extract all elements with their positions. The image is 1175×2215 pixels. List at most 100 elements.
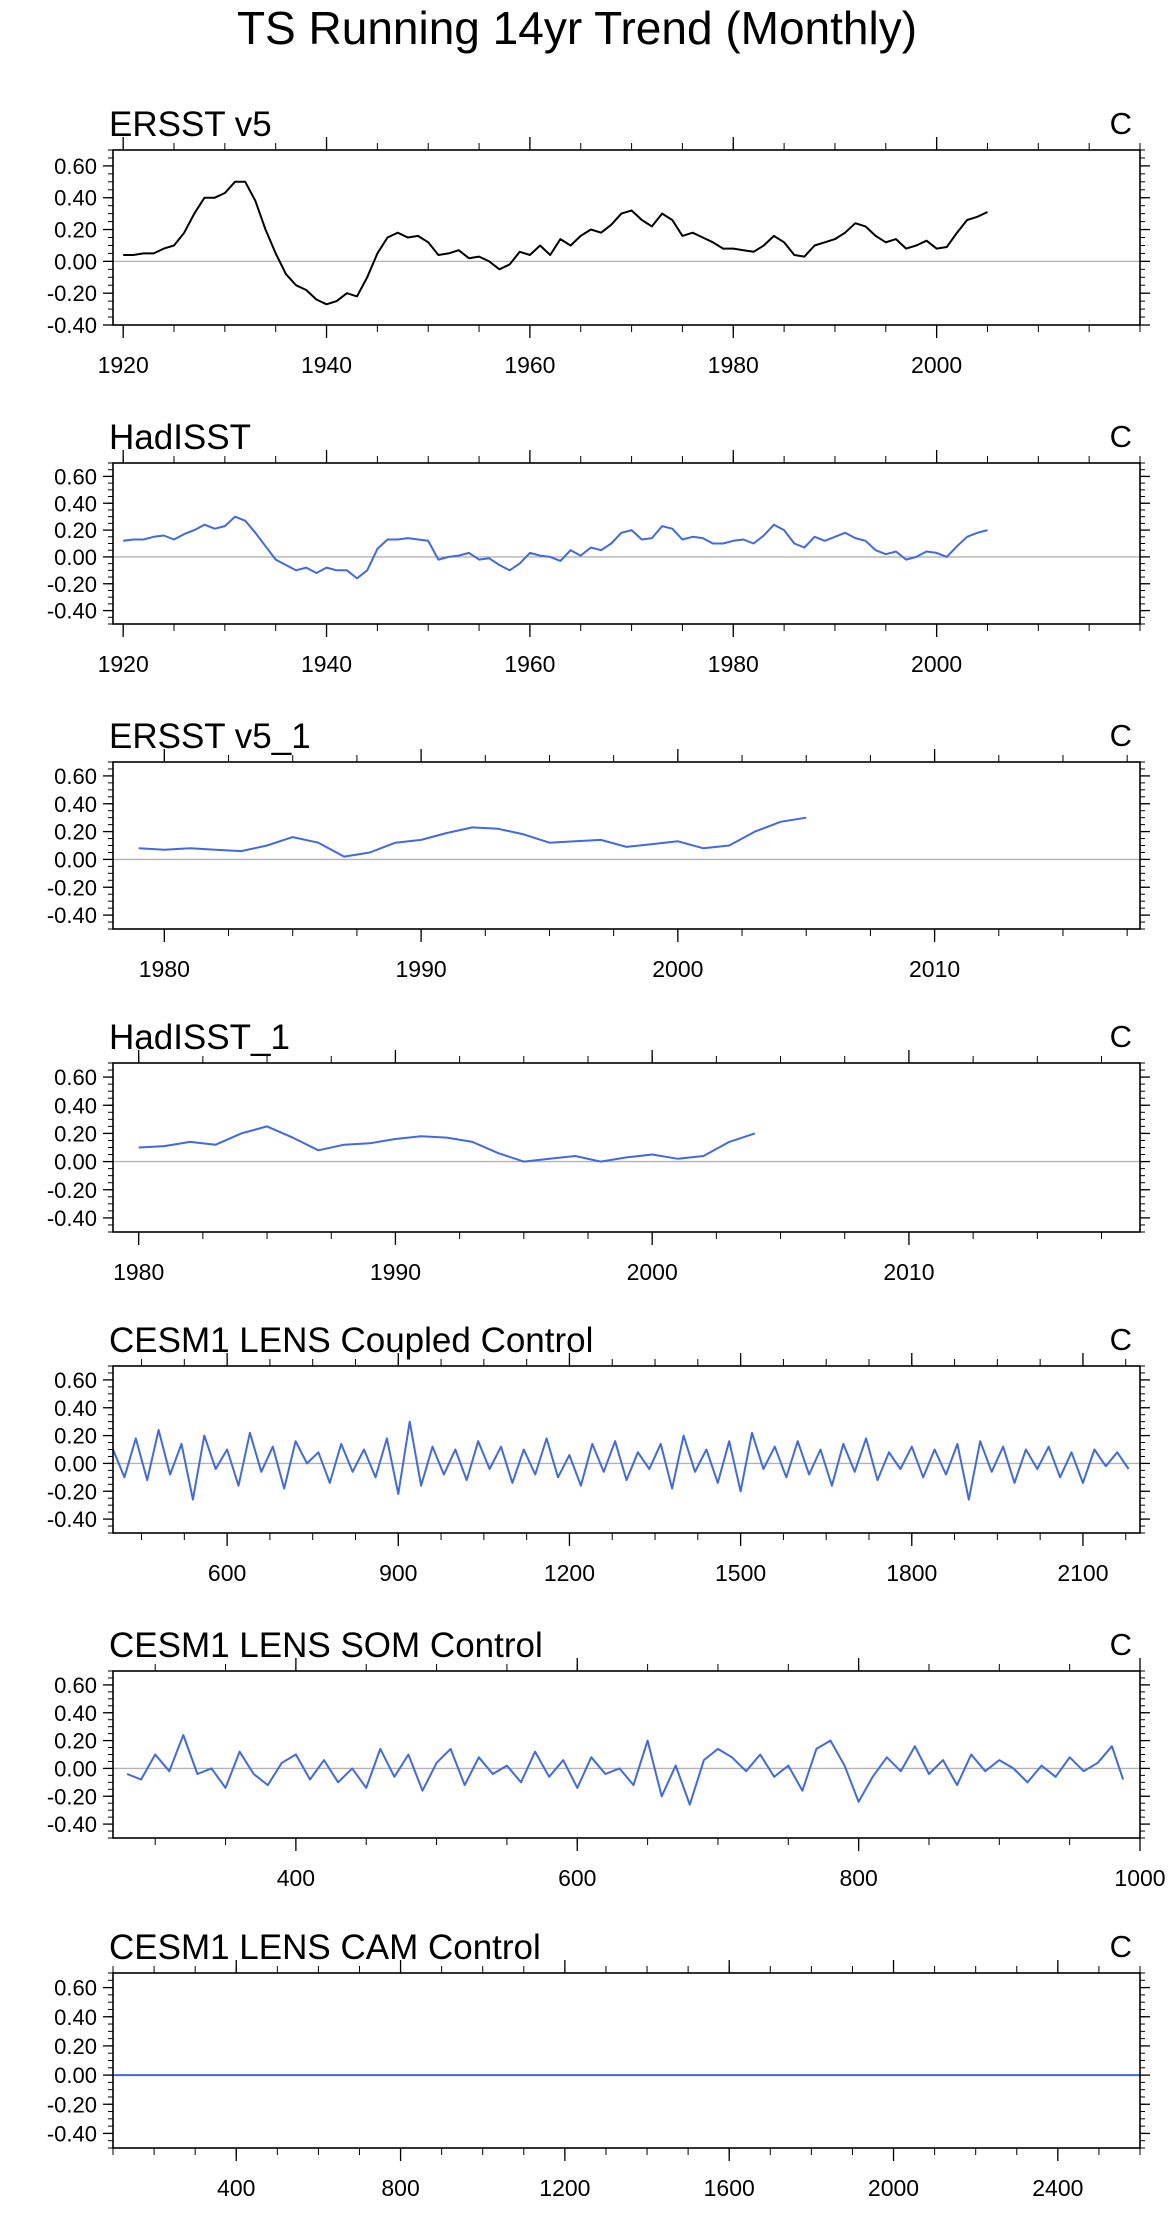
chart-panel: CESM1 LENS SOM Control C -0.40 -0.20 0.000.2… — [47, 1626, 1166, 1891]
y-tick-label: 0.60 — [54, 1368, 97, 1393]
chart-panel: ERSST v5_1 C -0.40 -0.20 0.000.20 0.40 0.60 198… — [47, 717, 1150, 982]
y-tick-label: 0.20 — [54, 1729, 97, 1754]
chart-panel: CESM1 LENS Coupled Control C -0.40 -0.20 0.0… — [47, 1321, 1150, 1586]
y-tick-label: 0.60 — [54, 154, 97, 179]
chart-panel: HadISST_1 C -0.40 -0.20 0.00 0.20 0.40 0.60 1980… — [47, 1018, 1150, 1285]
y-tick-label: -0.20 — [47, 1784, 97, 1809]
y-tick-label: 0.40 — [54, 1396, 97, 1421]
series-line — [126, 1734, 1125, 1806]
panel-units: C — [1110, 1019, 1132, 1054]
x-tick-label: 800 — [381, 2175, 419, 2201]
x-tick-label: 1800 — [886, 1560, 937, 1586]
y-tick-label: 0.00 — [54, 1756, 97, 1781]
x-tick-label: 2000 — [652, 956, 703, 982]
x-tick-label: 1500 — [715, 1560, 766, 1586]
y-tick-label: 0.20 — [54, 518, 97, 543]
x-tick-label: 1980 — [708, 352, 759, 378]
x-tick-label: 800 — [839, 1865, 877, 1891]
series-line — [138, 1125, 756, 1163]
y-tick-label: 0.60 — [54, 1065, 97, 1090]
x-tick-label: 2000 — [627, 1259, 678, 1285]
y-tick-label: 0.40 — [54, 2005, 97, 2030]
y-tick-label: 0.40 — [54, 1093, 97, 1118]
y-tick-label: 0.20 — [54, 1424, 97, 1449]
y-tick-label: -0.40 — [47, 1812, 97, 1837]
x-tick-label: 400 — [277, 1865, 315, 1891]
panel-units: C — [1110, 1627, 1132, 1662]
y-tick-label: 0.60 — [54, 1976, 97, 2001]
x-tick-label: 1920 — [98, 651, 149, 677]
plot-frame — [112, 1365, 1141, 1534]
x-tick-label: 1920 — [98, 352, 149, 378]
x-tick-label: 2400 — [1032, 2175, 1083, 2201]
plot-frame — [112, 1670, 1141, 1839]
chart-panel: CESM1 LENS CAM Control C -0.40 -0.20 0.00 0.2… — [47, 1928, 1150, 2201]
panel-units: C — [1110, 718, 1132, 753]
y-tick-label: 0.20 — [54, 1121, 97, 1146]
x-tick-label: 600 — [208, 1560, 246, 1586]
panel-units: C — [1110, 1322, 1132, 1357]
panel-title: ERSST v5 — [109, 105, 272, 144]
y-tick-label: 0.40 — [54, 186, 97, 211]
x-tick-label: 1990 — [396, 956, 447, 982]
x-tick-label: 900 — [379, 1560, 417, 1586]
x-tick-label: 600 — [558, 1865, 596, 1891]
series-line — [138, 816, 807, 858]
x-tick-label: 2000 — [911, 651, 962, 677]
x-tick-label: 1980 — [139, 956, 190, 982]
y-tick-label: 0.40 — [54, 491, 97, 516]
y-tick-label: -0.20 — [47, 1479, 97, 1504]
x-tick-label: 2100 — [1057, 1560, 1108, 1586]
y-tick-label: 0.20 — [54, 218, 97, 243]
y-tick-label: 0.60 — [54, 1673, 97, 1698]
y-tick-label: -0.40 — [47, 313, 97, 338]
x-tick-label: 2000 — [868, 2175, 919, 2201]
y-tick-label: -0.40 — [47, 2121, 97, 2146]
x-tick-label: 1200 — [544, 1560, 595, 1586]
panel-title: CESM1 LENS SOM Control — [109, 1626, 543, 1665]
plot-frame — [112, 462, 1141, 625]
x-tick-label: 400 — [217, 2175, 255, 2201]
x-tick-label: 1960 — [504, 651, 555, 677]
y-tick-label: 0.00 — [54, 249, 97, 274]
x-tick-label: 2000 — [911, 352, 962, 378]
y-tick-label: -0.20 — [47, 875, 97, 900]
chart-panel: ERSST v5 C -0.40 -0.20 0.00 0.20 0.40 0.60 1920 1… — [47, 105, 1150, 378]
x-tick-label: 1940 — [301, 352, 352, 378]
plot-frame — [112, 1972, 1141, 2149]
figure-title: TS Running 14yr Trend (Monthly) — [237, 2, 917, 54]
panel-title: CESM1 LENS CAM Control — [109, 1928, 541, 1967]
y-tick-label: -0.20 — [47, 281, 97, 306]
y-tick-label: 0.00 — [54, 1150, 97, 1175]
y-tick-label: 0.00 — [54, 847, 97, 872]
panel-title: ERSST v5_1 — [109, 717, 311, 756]
chart-panel: HadISST C -0.40-0.200.000.200.400.60 1920 19… — [47, 418, 1150, 677]
y-tick-label: -0.40 — [47, 1206, 97, 1231]
y-tick-label: 0.00 — [54, 1451, 97, 1476]
y-tick-label: 0.40 — [54, 792, 97, 817]
panel-units: C — [1110, 419, 1132, 454]
y-tick-label: -0.40 — [47, 1507, 97, 1532]
x-tick-label: 2010 — [883, 1259, 934, 1285]
y-tick-label: -0.20 — [47, 1178, 97, 1203]
y-tick-label: 0.60 — [54, 464, 97, 489]
panel-units: C — [1110, 1929, 1132, 1964]
y-tick-label: -0.40 — [47, 903, 97, 928]
y-tick-label: 0.00 — [54, 2063, 97, 2088]
x-tick-label: 1990 — [370, 1259, 421, 1285]
series-line — [123, 515, 988, 580]
panel-title: HadISST_1 — [109, 1018, 290, 1057]
plot-frame — [112, 761, 1141, 930]
y-tick-label: 0.00 — [54, 545, 97, 570]
x-tick-label: 1000 — [1114, 1865, 1165, 1891]
y-tick-label: 0.20 — [54, 820, 97, 845]
y-tick-label: 0.20 — [54, 2034, 97, 2059]
x-tick-label: 1980 — [708, 651, 759, 677]
y-tick-label: -0.40 — [47, 599, 97, 624]
panel-units: C — [1110, 106, 1132, 141]
plot-frame — [112, 1062, 1141, 1233]
plot-frame — [112, 149, 1141, 326]
panel-title: CESM1 LENS Coupled Control — [109, 1321, 593, 1360]
